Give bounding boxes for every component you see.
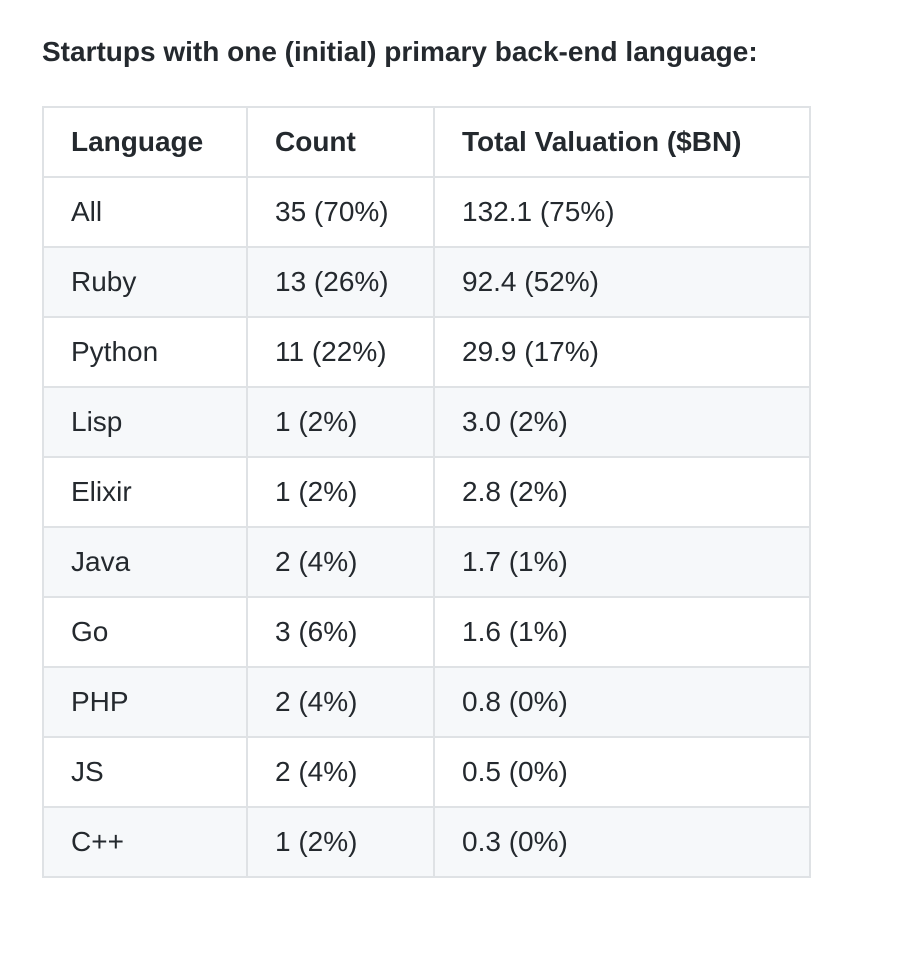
cell-language: Ruby xyxy=(42,246,248,318)
cell-language: C++ xyxy=(42,806,248,878)
cell-valuation: 1.6 (1%) xyxy=(433,596,811,668)
cell-language: Lisp xyxy=(42,386,248,458)
cell-valuation: 92.4 (52%) xyxy=(433,246,811,318)
table-row: PHP 2 (4%) 0.8 (0%) xyxy=(42,666,811,738)
table-header: Language Count Total Valuation ($BN) xyxy=(42,106,811,178)
cell-count: 1 (2%) xyxy=(246,386,435,458)
cell-language: Python xyxy=(42,316,248,388)
header-row: Language Count Total Valuation ($BN) xyxy=(42,106,811,178)
cell-language: Elixir xyxy=(42,456,248,528)
section-heading: Startups with one (initial) primary back… xyxy=(42,36,758,67)
cell-language: PHP xyxy=(42,666,248,738)
cell-valuation: 3.0 (2%) xyxy=(433,386,811,458)
table-row: Elixir 1 (2%) 2.8 (2%) xyxy=(42,456,811,528)
table-body: All 35 (70%) 132.1 (75%) Ruby 13 (26%) 9… xyxy=(42,176,811,878)
header-language: Language xyxy=(42,106,248,178)
table-row: Java 2 (4%) 1.7 (1%) xyxy=(42,526,811,598)
cell-count: 35 (70%) xyxy=(246,176,435,248)
header-valuation: Total Valuation ($BN) xyxy=(433,106,811,178)
table-row: Go 3 (6%) 1.6 (1%) xyxy=(42,596,811,668)
table-row: Python 11 (22%) 29.9 (17%) xyxy=(42,316,811,388)
cell-count: 2 (4%) xyxy=(246,736,435,808)
header-count: Count xyxy=(246,106,435,178)
cell-count: 2 (4%) xyxy=(246,666,435,738)
table-row: Lisp 1 (2%) 3.0 (2%) xyxy=(42,386,811,458)
cell-valuation: 29.9 (17%) xyxy=(433,316,811,388)
table-row: Ruby 13 (26%) 92.4 (52%) xyxy=(42,246,811,318)
cell-count: 1 (2%) xyxy=(246,806,435,878)
cell-valuation: 132.1 (75%) xyxy=(433,176,811,248)
cell-language: Java xyxy=(42,526,248,598)
cell-valuation: 0.5 (0%) xyxy=(433,736,811,808)
table-row: C++ 1 (2%) 0.3 (0%) xyxy=(42,806,811,878)
cell-valuation: 2.8 (2%) xyxy=(433,456,811,528)
cell-language: All xyxy=(42,176,248,248)
cell-language: Go xyxy=(42,596,248,668)
cell-count: 13 (26%) xyxy=(246,246,435,318)
language-table: Language Count Total Valuation ($BN) All… xyxy=(42,106,811,878)
table-row: All 35 (70%) 132.1 (75%) xyxy=(42,176,811,248)
cell-valuation: 0.3 (0%) xyxy=(433,806,811,878)
table-row: JS 2 (4%) 0.5 (0%) xyxy=(42,736,811,808)
cell-count: 2 (4%) xyxy=(246,526,435,598)
cell-language: JS xyxy=(42,736,248,808)
cell-valuation: 0.8 (0%) xyxy=(433,666,811,738)
cell-valuation: 1.7 (1%) xyxy=(433,526,811,598)
cell-count: 3 (6%) xyxy=(246,596,435,668)
cell-count: 11 (22%) xyxy=(246,316,435,388)
cell-count: 1 (2%) xyxy=(246,456,435,528)
